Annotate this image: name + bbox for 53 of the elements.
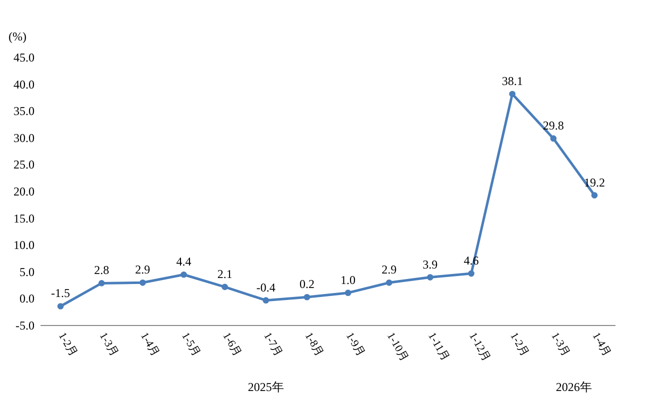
data-label: 2.9 xyxy=(135,262,150,277)
y-tick-label: 35.0 xyxy=(14,104,34,118)
point xyxy=(344,290,352,296)
x-tick-label: 1-7月 xyxy=(261,330,284,359)
point xyxy=(180,271,187,278)
text: 2026年 xyxy=(556,380,592,394)
point xyxy=(550,135,557,142)
y-tick-label: 5.0 xyxy=(20,264,34,279)
x-tick-label: 1-8月 xyxy=(302,330,326,359)
x-tick-label: 1-4月 xyxy=(590,330,613,359)
y-tick-label: 20.0 xyxy=(14,184,34,198)
y-tick-label: 10.0 xyxy=(14,238,34,252)
data-label: 38.1 xyxy=(502,74,523,88)
point xyxy=(262,297,270,304)
point xyxy=(98,280,105,286)
data-label: 2.1 xyxy=(217,266,232,281)
data-label: 1.0 xyxy=(340,272,356,287)
data-label: 29.8 xyxy=(542,118,564,132)
data-label: 4.4 xyxy=(176,254,192,269)
y-tick-label: 0.0 xyxy=(20,292,34,306)
y-tick-label: -5.0 xyxy=(16,318,34,332)
point xyxy=(304,294,310,300)
text: 2025年 xyxy=(248,380,284,394)
data-label: 2.9 xyxy=(382,262,397,277)
y-tick-label: 45.0 xyxy=(14,50,34,64)
data-label: 19.2 xyxy=(584,175,605,190)
x-tick-label: 1-2月 xyxy=(56,330,80,359)
point xyxy=(57,303,64,310)
point xyxy=(468,270,474,277)
data-label: 0.2 xyxy=(299,277,314,292)
x-tick-label: 1-4月 xyxy=(138,330,162,359)
point xyxy=(222,284,228,290)
data-label: -0.4 xyxy=(256,280,276,294)
data-label: 3.9 xyxy=(422,257,438,272)
data-label: -1.5 xyxy=(51,286,70,300)
point xyxy=(427,274,434,280)
x-tick-label: 1-5月 xyxy=(179,330,202,359)
point xyxy=(509,90,516,98)
y-tick-label: 30.0 xyxy=(14,130,34,145)
x-tick-label: 1-9月 xyxy=(343,330,367,359)
x-tick-label: 1-10月 xyxy=(384,330,410,364)
y-tick-label: 25.0 xyxy=(14,158,34,172)
x-tick-label: 1-2月 xyxy=(508,330,531,359)
y-tick-label: 15.0 xyxy=(14,211,34,226)
point xyxy=(140,280,146,286)
data-label: 2.8 xyxy=(94,263,110,278)
y-tick-label: 40.0 xyxy=(14,77,34,92)
point xyxy=(386,280,392,286)
x-tick-label: 1-6月 xyxy=(220,330,244,359)
y-axis-title: (%) xyxy=(8,30,26,44)
point xyxy=(591,192,598,198)
x-tick-label: 1-3月 xyxy=(96,330,120,359)
x-tick-label: 1-3月 xyxy=(548,330,572,359)
